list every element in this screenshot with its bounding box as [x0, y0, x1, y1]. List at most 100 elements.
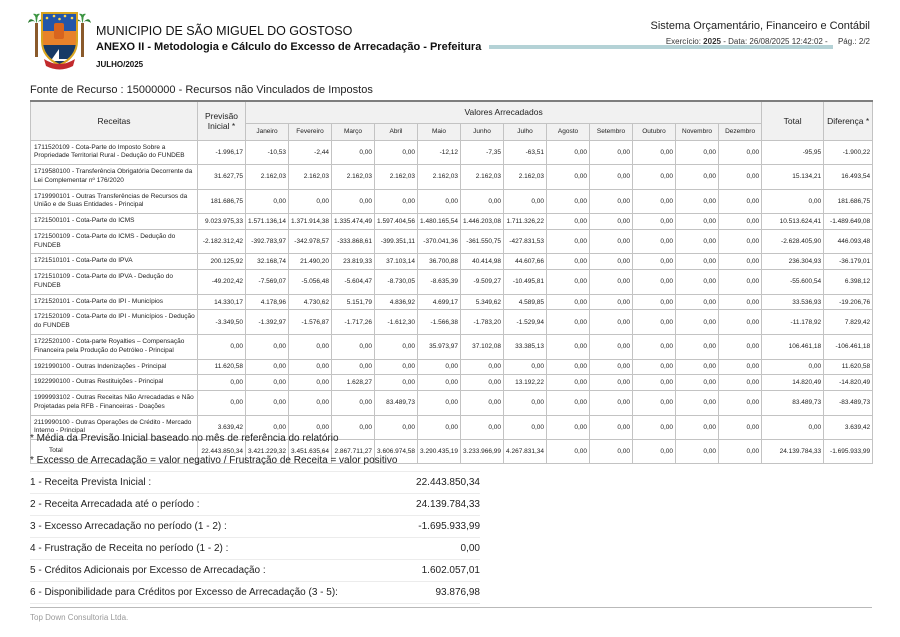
value-cell: 0,00 — [460, 390, 504, 416]
table-row: 1719990101 - Outras Transferências de Re… — [30, 188, 874, 215]
value-cell: 10.513.624,41 — [761, 213, 825, 230]
value-cell: -370.041,36 — [417, 228, 461, 255]
summary-row: 5 - Créditos Adicionais por Excesso de A… — [30, 560, 480, 582]
value-cell: 0,00 — [245, 358, 289, 376]
value-cell: 0,00 — [503, 414, 547, 441]
summary-label: 6 - Disponibilidade para Créditos por Ex… — [30, 587, 338, 598]
value-cell: 0,00 — [589, 358, 633, 376]
value-cell: 0,00 — [717, 188, 763, 215]
revenue-label: 1719990101 - Outras Transferências de Re… — [30, 188, 198, 215]
note-previsao: * Média da Previsão Inicial baseado no m… — [30, 433, 339, 444]
revenue-label: 1922990100 - Outras Restituições - Princ… — [30, 374, 198, 392]
value-cell: 0,00 — [675, 139, 719, 166]
value-cell: 0,00 — [632, 228, 676, 255]
value-cell: 0,00 — [632, 333, 676, 360]
value-cell: 0,00 — [675, 439, 719, 465]
value-cell: 0,00 — [717, 358, 763, 376]
value-cell: -55.600,54 — [761, 269, 825, 295]
value-cell: 0,00 — [460, 358, 504, 376]
exercicio-value: 2025 — [703, 37, 721, 46]
month-header: Dezembro — [717, 122, 763, 141]
value-cell: 0,00 — [717, 213, 763, 230]
value-cell: 0,00 — [546, 414, 590, 441]
summary-label: 4 - Frustração de Receita no período (1 … — [30, 543, 229, 554]
summary-label: 1 - Receita Prevista Inicial : — [30, 477, 152, 488]
value-cell: 0,00 — [374, 358, 418, 376]
value-cell: 11.620,58 — [823, 358, 874, 376]
value-cell: 0,00 — [503, 358, 547, 376]
meta-tail: - Data: 26/08/2025 12:42:02 - — [723, 37, 828, 46]
value-cell: -1.489.649,08 — [823, 213, 874, 230]
value-cell: -9.509,27 — [460, 269, 504, 295]
value-cell: -2,44 — [288, 139, 332, 166]
value-cell: 0,00 — [417, 414, 461, 441]
value-cell: 3.290.435,19 — [417, 439, 461, 465]
value-cell: 0,00 — [632, 293, 676, 311]
value-cell: 0,00 — [717, 309, 763, 335]
table-row: 1999993102 - Outras Receitas Não Arrecad… — [30, 390, 874, 416]
value-cell: 0,00 — [460, 414, 504, 441]
system-info: Sistema Orçamentário, Financeiro e Contá… — [651, 20, 870, 46]
value-cell: 0,00 — [717, 333, 763, 360]
revenue-label: 1721510109 - Cota-Parte do IPVA - Deduçã… — [30, 269, 198, 295]
value-cell: 7.829,42 — [823, 309, 874, 335]
value-cell: 23.819,33 — [331, 253, 375, 271]
revenue-label: 1921990100 - Outras Indenizações - Princ… — [30, 358, 198, 376]
value-cell: 1.480.165,54 — [417, 213, 461, 230]
footer-company: Top Down Consultoria Ltda. — [30, 613, 129, 622]
value-cell: 0,00 — [717, 374, 763, 392]
teal-divider-rule — [489, 45, 833, 49]
value-cell: 1.371.914,38 — [288, 213, 332, 230]
value-cell: 0,00 — [675, 333, 719, 360]
value-cell: -1.612,30 — [374, 309, 418, 335]
value-cell: 0,00 — [374, 188, 418, 215]
value-cell: 0,00 — [374, 139, 418, 166]
value-cell: -63,51 — [503, 139, 547, 166]
value-cell: 0,00 — [717, 269, 763, 295]
value-cell: -7,35 — [460, 139, 504, 166]
value-cell: 0,00 — [589, 414, 633, 441]
value-cell: 0,00 — [717, 439, 763, 465]
col-header-total: Total — [761, 100, 825, 141]
revenue-label: 1999993102 - Outras Receitas Não Arrecad… — [30, 390, 198, 416]
value-cell: -19.206,76 — [823, 293, 874, 311]
value-cell: 0,00 — [632, 188, 676, 215]
funding-source-line: Fonte de Recurso : 15000000 - Recursos n… — [30, 84, 373, 96]
report-title: ANEXO II - Metodologia e Cálculo do Exce… — [96, 41, 482, 53]
value-cell: 0,00 — [675, 358, 719, 376]
value-cell: 0,00 — [589, 253, 633, 271]
value-cell: 0,00 — [675, 188, 719, 215]
value-cell: 0,00 — [675, 374, 719, 392]
value-cell: 2.162,03 — [245, 164, 289, 190]
value-cell: 0,00 — [245, 188, 289, 215]
value-cell: 0,00 — [632, 374, 676, 392]
summary-row: 3 - Excesso Arrecadação no período (1 - … — [30, 516, 480, 538]
value-cell: -2.628.405,90 — [761, 228, 825, 255]
value-cell: 0,00 — [717, 253, 763, 271]
value-cell: 1.711.326,22 — [503, 213, 547, 230]
value-cell: 1.571.136,14 — [245, 213, 289, 230]
value-cell: 14.330,17 — [197, 293, 246, 311]
municipality-name: MUNICIPIO DE SÃO MIGUEL DO GOSTOSO — [96, 24, 353, 38]
value-cell: 44.607,66 — [503, 253, 547, 271]
value-cell: 0,00 — [675, 293, 719, 311]
revenue-label: 1722520100 - Cota-parte Royalties – Comp… — [30, 333, 198, 360]
value-cell: 4.836,92 — [374, 293, 418, 311]
value-cell: 0,00 — [546, 309, 590, 335]
value-cell: 0,00 — [589, 188, 633, 215]
value-cell: 0,00 — [546, 358, 590, 376]
month-header: Janeiro — [245, 122, 289, 141]
value-cell: 2.867.711,27 — [331, 439, 375, 465]
month-header: Fevereiro — [288, 122, 332, 141]
value-cell: 0,00 — [546, 293, 590, 311]
ribbon — [44, 59, 75, 70]
value-cell: 11.620,58 — [197, 358, 246, 376]
value-cell: -5.056,48 — [288, 269, 332, 295]
revenue-table: Receitas Previsão Inicial * Valores Arre… — [30, 100, 874, 465]
value-cell: -36.179,01 — [823, 253, 874, 271]
month-header-row: Janeiro Fevereiro Março Abril Maio Junho Julho… — [31, 122, 873, 141]
value-cell: -10.495,81 — [503, 269, 547, 295]
summary-label: 3 - Excesso Arrecadação no período (1 - … — [30, 521, 227, 532]
summary-value: 0,00 — [460, 543, 480, 554]
footer-divider — [30, 607, 872, 608]
